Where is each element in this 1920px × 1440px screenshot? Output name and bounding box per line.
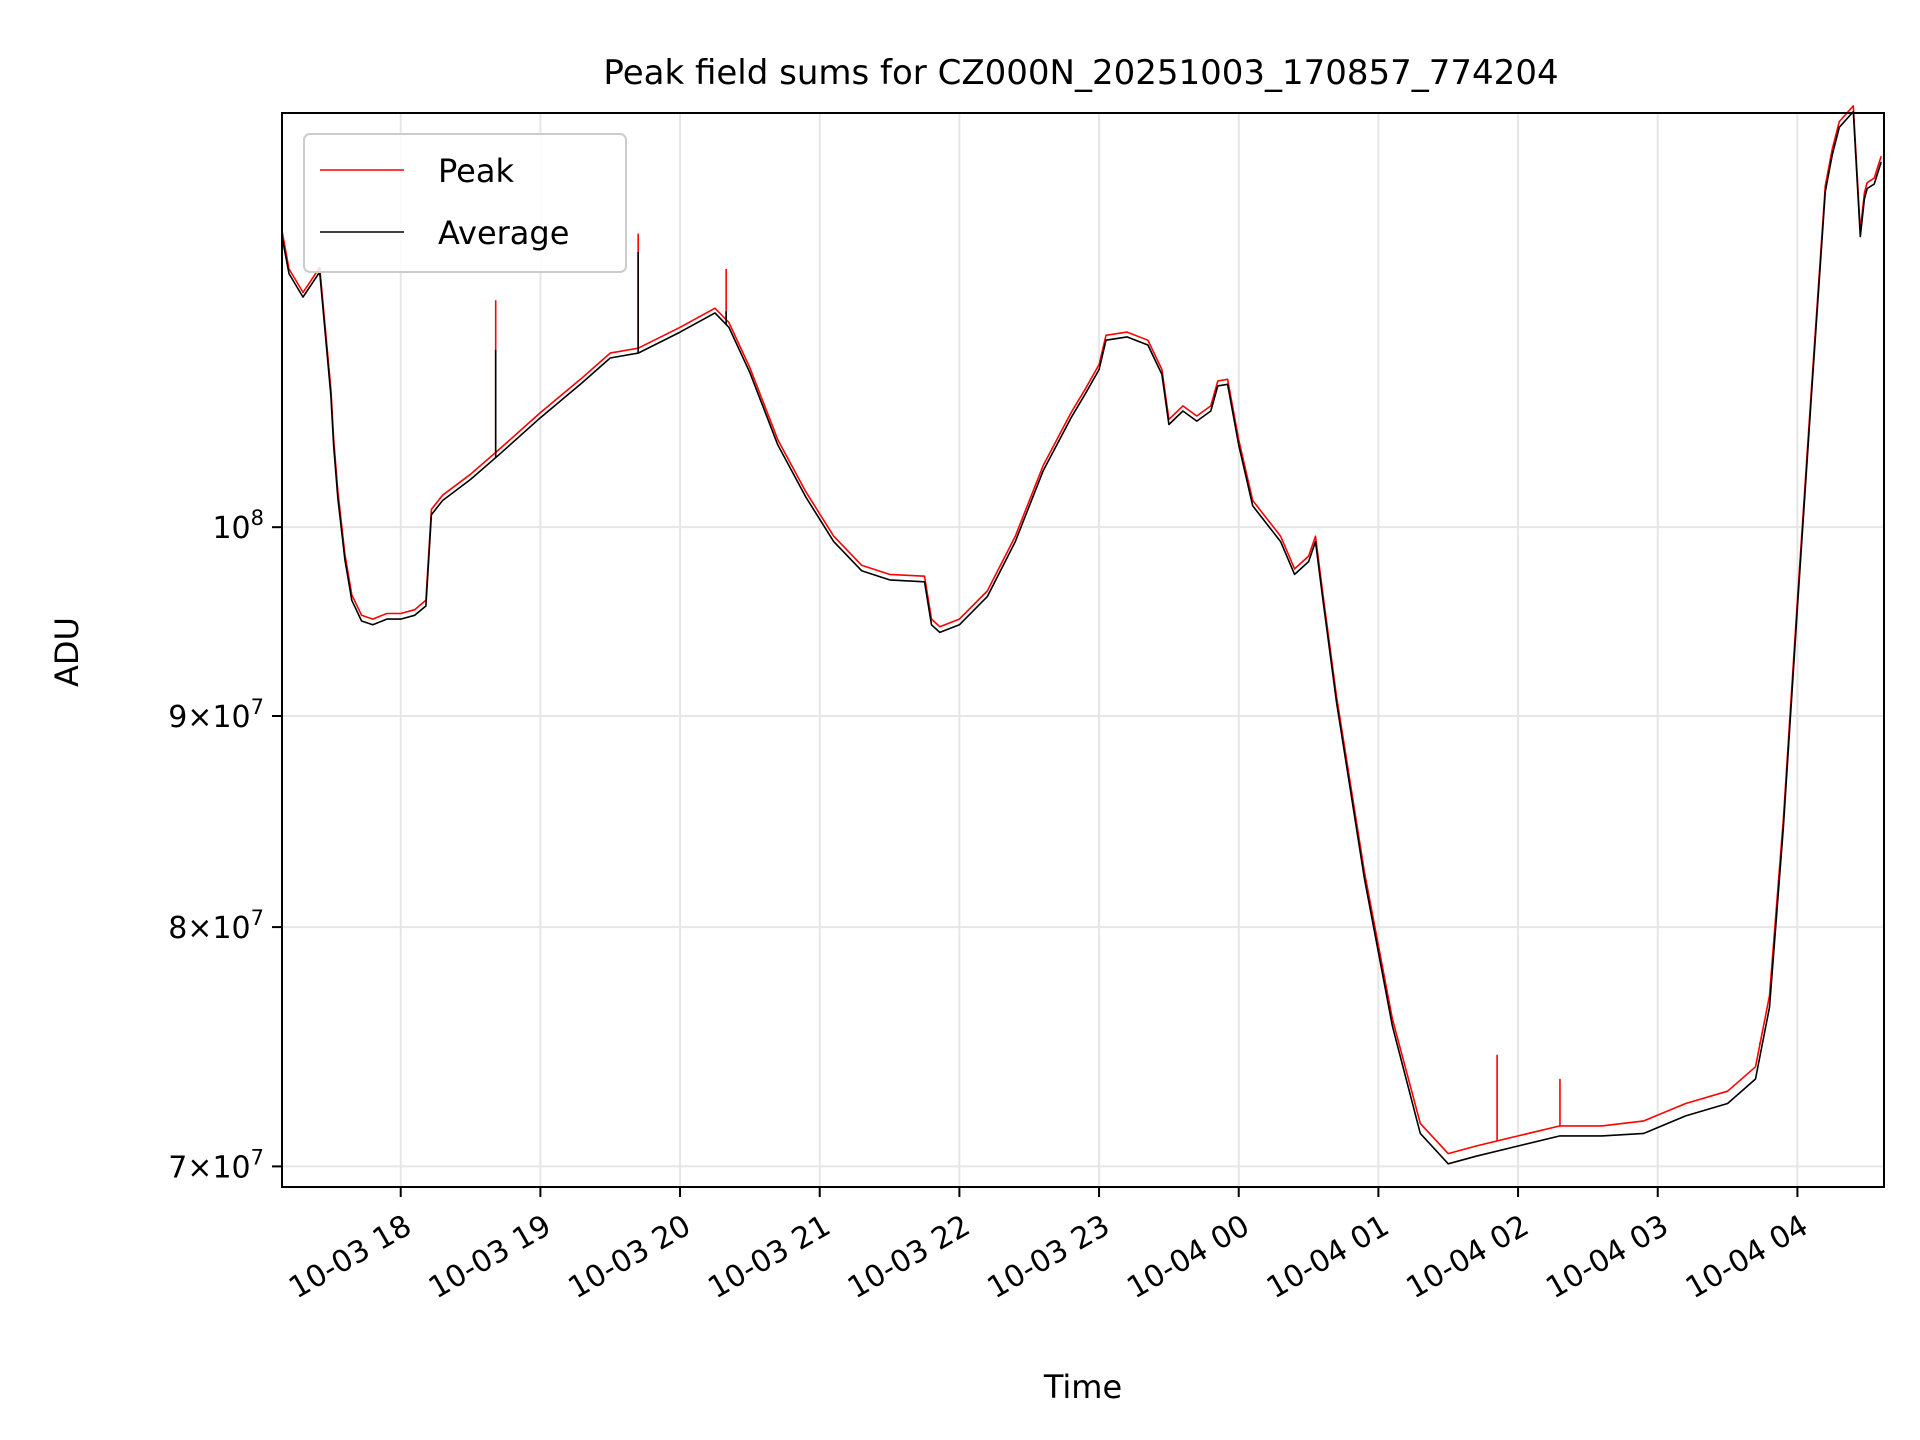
- x-tick-label: 10-04 00: [1121, 1208, 1255, 1306]
- x-tick-label: 10-03 19: [423, 1208, 557, 1306]
- x-tick-label: 10-04 01: [1261, 1208, 1395, 1306]
- y-tick-base: 8×10: [168, 911, 250, 946]
- legend-label-average: Average: [438, 214, 569, 252]
- y-axis-label: ADU: [48, 617, 86, 687]
- y-tick-label: 9×107: [168, 695, 264, 735]
- y-tick-base: 10: [212, 511, 250, 546]
- y-tick-exponent: 8: [251, 506, 264, 530]
- x-tick-label: 10-04 04: [1680, 1208, 1814, 1306]
- plot-frame: [281, 112, 1885, 1188]
- x-tick-label: 10-03 23: [982, 1208, 1116, 1306]
- grid: [282, 113, 1884, 1187]
- y-tick-exponent: 7: [251, 906, 264, 930]
- legend: Peak Average: [303, 133, 627, 273]
- series-layer: [281, 105, 1882, 1165]
- x-tick-label: 10-03 22: [842, 1208, 976, 1306]
- series-line-average: [281, 110, 1882, 1165]
- y-tick-base: 9×10: [168, 700, 250, 735]
- x-axis: 10-03 18 10-03 19 10-03 20 10-03 21 10-03 22…: [283, 1187, 1814, 1306]
- y-tick-label: 8×107: [168, 906, 264, 946]
- legend-box: [303, 133, 627, 273]
- x-tick-label: 10-04 03: [1540, 1208, 1674, 1306]
- y-tick-base: 7×10: [168, 1150, 250, 1185]
- x-axis-label: Time: [1043, 1368, 1122, 1406]
- y-tick-exponent: 7: [251, 1145, 264, 1169]
- y-tick-label: 108: [212, 506, 264, 546]
- x-tick-label: 10-04 02: [1401, 1208, 1535, 1306]
- y-tick-exponent: 7: [251, 695, 264, 719]
- legend-label-peak: Peak: [438, 152, 514, 190]
- x-tick-label: 10-03 20: [563, 1208, 697, 1306]
- chart-title: Peak field sums for CZ000N_20251003_1708…: [603, 53, 1558, 93]
- x-tick-label: 10-03 21: [702, 1208, 836, 1306]
- x-tick-label: 10-03 18: [283, 1208, 417, 1306]
- y-tick-label: 7×107: [168, 1145, 264, 1185]
